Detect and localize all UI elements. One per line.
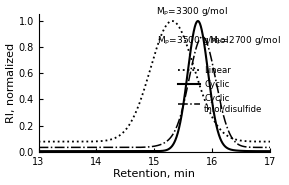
Legend: Linear, Cyclic, Cyclic
thiol/disulfide: Linear, Cyclic, Cyclic thiol/disulfide <box>175 63 266 117</box>
Text: M$_\mathrm{P}$=2700 g/mol: M$_\mathrm{P}$=2700 g/mol <box>210 34 281 47</box>
Y-axis label: RI, normalized: RI, normalized <box>5 43 16 123</box>
X-axis label: Retention, min: Retention, min <box>113 169 195 179</box>
Text: M$_\mathrm{P}$=3300 g/mol: M$_\mathrm{P}$=3300 g/mol <box>156 5 228 18</box>
Text: M$_\mathrm{P}$=3500 g/mol: M$_\mathrm{P}$=3500 g/mol <box>157 34 229 47</box>
